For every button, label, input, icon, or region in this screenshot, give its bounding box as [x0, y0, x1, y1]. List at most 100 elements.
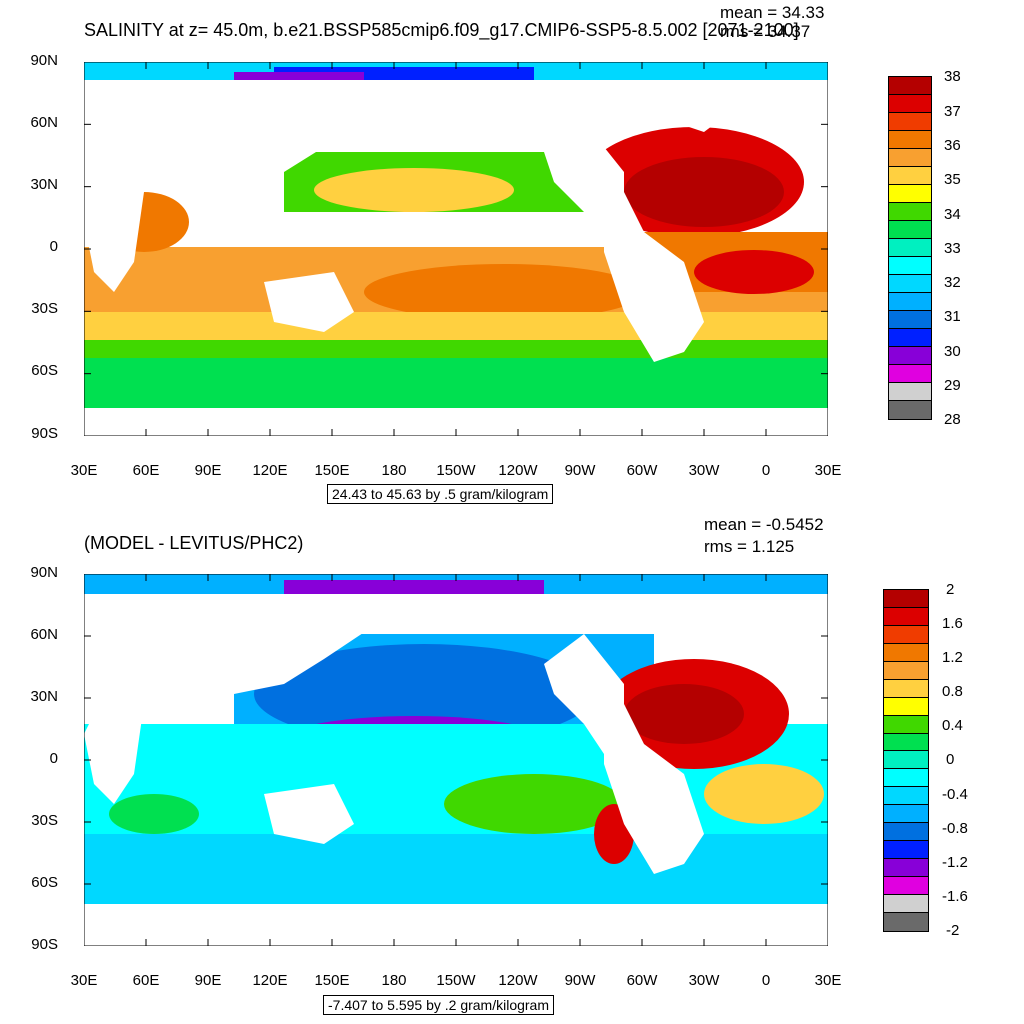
bottom-lon-label: 30W	[688, 972, 720, 989]
colorbar-swatch	[884, 823, 928, 842]
top-lon-label: 90E	[194, 462, 222, 479]
bottom-lon-label: 150W	[436, 972, 476, 989]
top-lon-label: 150E	[314, 462, 350, 479]
bottom-lon-label: 120W	[498, 972, 538, 989]
bottom-legend-label: 1.2	[942, 649, 963, 666]
colorbar-swatch	[889, 95, 931, 113]
colorbar-swatch	[884, 894, 928, 913]
colorbar-swatch	[889, 239, 931, 257]
colorbar-swatch	[884, 590, 928, 608]
colorbar-swatch	[889, 311, 931, 329]
colorbar-swatch	[889, 401, 931, 419]
top-legend-label: 28	[944, 411, 961, 428]
top-lat-label-90N: 90N	[30, 52, 58, 69]
colorbar-swatch	[884, 661, 928, 680]
colorbar-swatch	[889, 257, 931, 275]
bottom-lat-label-0: 0	[49, 750, 58, 767]
bottom-lat-label-90S: 90S	[31, 936, 58, 953]
colorbar-swatch	[884, 877, 928, 895]
colorbar-swatch	[884, 625, 928, 644]
top-legend-label: 29	[944, 377, 961, 394]
top-salinity-map	[84, 62, 828, 436]
top-legend-label: 32	[944, 274, 961, 291]
bottom-legend-label: 0.4	[942, 717, 963, 734]
colorbar-swatch	[889, 347, 931, 365]
top-lon-label: 150W	[436, 462, 476, 479]
colorbar-swatch	[884, 841, 928, 860]
colorbar-swatch	[884, 751, 928, 770]
top-lon-label: 120E	[252, 462, 288, 479]
top-colorbar	[888, 76, 932, 420]
colorbar-swatch	[889, 293, 931, 311]
bottom-lat-label-60N: 60N	[30, 626, 58, 643]
colorbar-swatch	[889, 221, 931, 239]
bottom-lon-label: 30E	[814, 972, 842, 989]
bottom-legend-label: 1.6	[942, 615, 963, 632]
colorbar-swatch	[889, 77, 931, 95]
top-lat-label-60N: 60N	[30, 114, 58, 131]
top-lat-label-0: 0	[49, 238, 58, 255]
colorbar-swatch	[889, 185, 931, 203]
top-range-box: 24.43 to 45.63 by .5 gram/kilogram	[327, 484, 554, 504]
bottom-lon-label: 60E	[132, 972, 160, 989]
top-lon-label: 60W	[626, 462, 658, 479]
colorbar-swatch	[884, 787, 928, 806]
colorbar-swatch	[884, 733, 928, 752]
top-lon-label: 30E	[814, 462, 842, 479]
colorbar-swatch	[884, 679, 928, 698]
bottom-lon-label: 60W	[626, 972, 658, 989]
colorbar-swatch	[889, 131, 931, 149]
top-legend-label: 36	[944, 137, 961, 154]
bottom-lat-label-90N: 90N	[30, 564, 58, 581]
bottom-lon-label: 30E	[70, 972, 98, 989]
colorbar-swatch	[889, 113, 931, 131]
bottom-legend-label: 0.8	[942, 683, 963, 700]
top-legend-label: 34	[944, 206, 961, 223]
colorbar-swatch	[884, 697, 928, 716]
colorbar-swatch	[889, 167, 931, 185]
top-lon-label: 30E	[70, 462, 98, 479]
top-title: SALINITY at z= 45.0m, b.e21.BSSP585cmip6…	[84, 20, 799, 40]
colorbar-swatch	[889, 149, 931, 167]
colorbar-swatch	[884, 912, 928, 931]
bottom-lon-label: 120E	[252, 972, 288, 989]
top-lon-label: 30W	[688, 462, 720, 479]
bottom-title: (MODEL - LEVITUS/PHC2)	[84, 533, 304, 553]
bottom-lat-label-30N: 30N	[30, 688, 58, 705]
bottom-range-box: -7.407 to 5.595 by .2 gram/kilogram	[323, 995, 555, 1015]
top-lat-label-90S: 90S	[31, 425, 58, 442]
top-lon-label: 0	[761, 462, 771, 479]
top-legend-label: 35	[944, 171, 961, 188]
top-lon-label: 180	[381, 462, 407, 479]
colorbar-swatch	[884, 607, 928, 626]
top-legend-label: 33	[944, 240, 961, 257]
bottom-legend-label: -0.4	[942, 786, 968, 803]
colorbar-swatch	[889, 203, 931, 221]
bottom-lat-label-60S: 60S	[31, 874, 58, 891]
bottom-rms: rms = 1.125	[704, 537, 795, 556]
colorbar-swatch	[889, 383, 931, 401]
bottom-lon-label: 150E	[314, 972, 350, 989]
top-legend-label: 30	[944, 343, 961, 360]
top-rms: rms = 34.37	[720, 22, 811, 41]
colorbar-swatch	[884, 643, 928, 662]
colorbar-swatch	[889, 275, 931, 293]
bottom-legend-label: -0.8	[942, 820, 968, 837]
bottom-lon-label: 90W	[564, 972, 596, 989]
colorbar-swatch	[884, 805, 928, 824]
top-mean: mean = 34.33	[720, 3, 825, 22]
colorbar-swatch	[889, 365, 931, 383]
top-lat-label-30N: 30N	[30, 176, 58, 193]
bottom-lat-label-30S: 30S	[31, 812, 58, 829]
bottom-difference-map	[84, 574, 828, 946]
top-legend-label: 38	[944, 68, 961, 85]
bottom-legend-label: -1.2	[942, 854, 968, 871]
bottom-colorbar	[883, 589, 929, 932]
bottom-legend-label: -2	[946, 922, 960, 939]
bottom-mean: mean = -0.5452	[704, 515, 824, 534]
colorbar-swatch	[884, 769, 928, 788]
bottom-legend-label: 2	[946, 581, 955, 598]
colorbar-swatch	[884, 859, 928, 877]
top-lon-label: 90W	[564, 462, 596, 479]
bottom-lon-label: 0	[761, 972, 771, 989]
